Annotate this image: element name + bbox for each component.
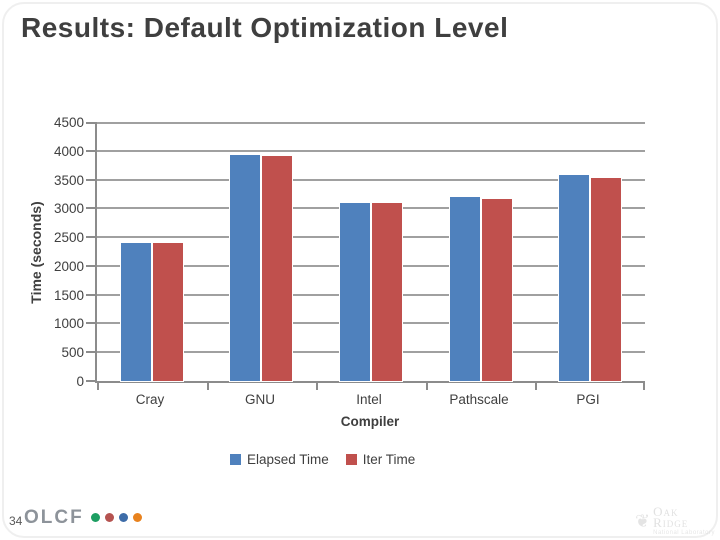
gridline-1500: [97, 293, 645, 296]
y-tick-label-4000: 4000: [53, 143, 84, 159]
y-tick-label-500: 500: [61, 345, 84, 361]
legend-label: Iter Time: [362, 452, 416, 467]
x-category-label-pgi: PGI: [576, 392, 600, 407]
olcf-logo: OLCF: [24, 508, 142, 527]
watermark-line3: National Laboratory: [653, 530, 715, 536]
bar-iter-time-intel: [372, 203, 402, 381]
bar-elapsed-time-gnu: [230, 155, 260, 381]
olcf-dot-0: [90, 513, 100, 522]
y-tick-2500: [86, 236, 95, 239]
y-tick-label-1000: 1000: [53, 316, 84, 332]
y-tick-label-0: 0: [76, 374, 84, 389]
olcf-logo-text: OLCF: [24, 507, 84, 528]
chart-legend: Elapsed Time Iter Time: [230, 452, 415, 467]
olcf-dot-1: [104, 513, 114, 522]
gridline-3000: [97, 207, 645, 210]
y-tick-4500: [86, 122, 95, 124]
y-tick-1500: [86, 293, 95, 296]
gridline-2000: [97, 264, 645, 267]
legend-label: Elapsed Time: [247, 452, 329, 467]
y-tick-3000: [86, 207, 95, 210]
y-tick-label-3500: 3500: [53, 172, 84, 188]
slide-title: Results: Default Optimization Level: [21, 12, 509, 43]
y-tick-3500: [86, 178, 95, 181]
olcf-logo-dots: [90, 513, 142, 522]
x-tick-2: [316, 383, 318, 390]
x-category-label-gnu: GNU: [245, 392, 275, 407]
x-category-label-pathscale: Pathscale: [449, 392, 509, 407]
bar-iter-time-cray: [153, 243, 183, 381]
gridline-4000: [97, 149, 645, 152]
bar-elapsed-time-pgi: [559, 175, 589, 381]
legend-item-iter-time: Iter Time: [345, 452, 416, 467]
olcf-dot-3: [132, 513, 142, 522]
bar-elapsed-time-cray: [121, 243, 151, 381]
plot-area: [86, 122, 645, 390]
x-tick-3: [426, 383, 428, 390]
bar-elapsed-time-intel: [340, 203, 370, 381]
y-tick-4000: [86, 149, 95, 152]
watermark-line2: Ridge: [653, 514, 689, 530]
x-category-label-intel: Intel: [356, 392, 382, 407]
x-axis-title: Compiler: [340, 414, 400, 429]
y-tick-label-1500: 1500: [53, 287, 84, 303]
y-tick-500: [86, 351, 95, 354]
legend-swatch-icon: [345, 454, 357, 465]
x-tick-1: [207, 383, 209, 390]
bar-elapsed-time-pathscale: [450, 197, 480, 381]
watermark-line1: Oak: [653, 503, 679, 519]
page-number: 34: [9, 514, 23, 528]
gridline-4500: [97, 122, 645, 124]
x-axis-category-labels: Cray GNU Intel Pathscale PGI: [95, 392, 645, 410]
y-tick-label-3000: 3000: [53, 201, 84, 217]
legend-item-elapsed-time: Elapsed Time: [230, 452, 329, 467]
gridline-500: [97, 351, 645, 354]
y-tick-2000: [86, 264, 95, 267]
y-tick-label-2500: 2500: [53, 230, 84, 246]
bar-iter-time-pathscale: [482, 199, 512, 381]
y-tick-label-2000: 2000: [53, 258, 84, 274]
legend-swatch-icon: [230, 454, 241, 465]
oak-ridge-watermark: ❦ Oak Ridge National Laboratory: [635, 503, 715, 536]
gridline-2500: [97, 236, 645, 239]
gridline-3500: [97, 178, 645, 181]
y-tick-label-4500: 4500: [53, 115, 84, 130]
olcf-dot-2: [118, 513, 128, 522]
gridline-1000: [97, 322, 645, 325]
bar-iter-time-gnu: [262, 156, 292, 381]
bar-iter-time-pgi: [591, 178, 621, 381]
oak-leaf-icon: ❦: [635, 510, 651, 531]
x-tick-4: [535, 383, 537, 390]
x-tick-5: [643, 383, 645, 390]
x-category-label-cray: Cray: [135, 392, 165, 407]
x-tick-0: [97, 383, 99, 390]
y-axis-tick-labels: 0 500 1000 1500 2000 2500 3000 3500 4000 4500: [0, 115, 84, 389]
y-tick-1000: [86, 322, 95, 325]
y-tick-0: [86, 380, 95, 382]
